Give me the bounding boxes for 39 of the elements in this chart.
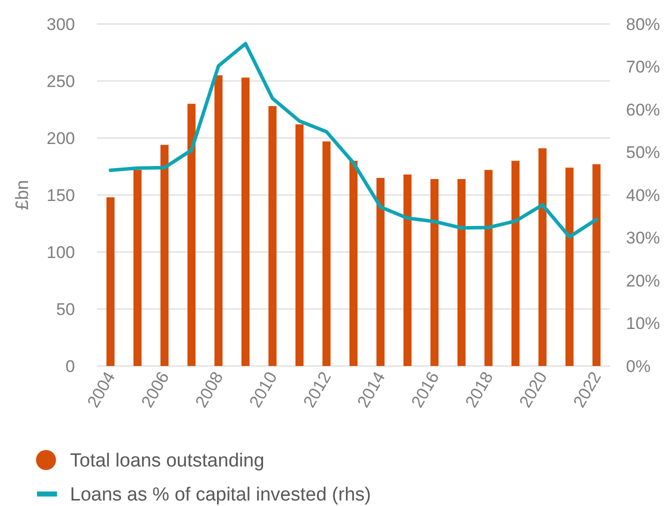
bar xyxy=(133,170,142,366)
bar xyxy=(106,197,115,366)
legend-label: Total loans outstanding xyxy=(70,450,264,472)
bar xyxy=(322,141,331,366)
y-tick-label: 200 xyxy=(46,128,75,148)
bar xyxy=(484,170,493,366)
bar xyxy=(295,124,304,366)
bar xyxy=(268,106,277,366)
y2-tick-label: 50% xyxy=(626,143,660,162)
y2-tick-label: 20% xyxy=(626,271,660,290)
bar xyxy=(592,164,601,366)
y-tick-label: 250 xyxy=(46,72,75,91)
bar xyxy=(538,148,547,366)
y-tick-label: 150 xyxy=(46,186,75,205)
y-tick-label: 300 xyxy=(46,14,75,34)
y2-tick-label: 70% xyxy=(626,58,660,77)
bar xyxy=(403,174,412,366)
y2-tick-label: 60% xyxy=(626,100,660,120)
y-tick-label: 0 xyxy=(66,356,75,376)
bar xyxy=(430,179,439,366)
y2-tick-label: 40% xyxy=(626,186,660,205)
legend-label: Loans as % of capital invested (rhs) xyxy=(70,484,371,506)
y2-tick-label: 0% xyxy=(626,356,651,376)
bar xyxy=(349,160,358,366)
bar xyxy=(241,78,250,366)
bar xyxy=(214,75,223,366)
bar xyxy=(160,144,169,366)
y-tick-label: 100 xyxy=(46,242,75,262)
bar xyxy=(565,168,574,366)
y2-tick-label: 30% xyxy=(626,228,660,248)
y-axis-title: £bn xyxy=(12,180,32,210)
bar xyxy=(457,179,466,366)
y2-tick-label: 80% xyxy=(626,14,660,34)
bar xyxy=(511,160,520,366)
line-series xyxy=(108,42,598,239)
bar xyxy=(187,104,196,366)
y-tick-label: 50 xyxy=(56,300,75,319)
y2-tick-label: 10% xyxy=(626,314,660,334)
bar xyxy=(376,178,385,366)
